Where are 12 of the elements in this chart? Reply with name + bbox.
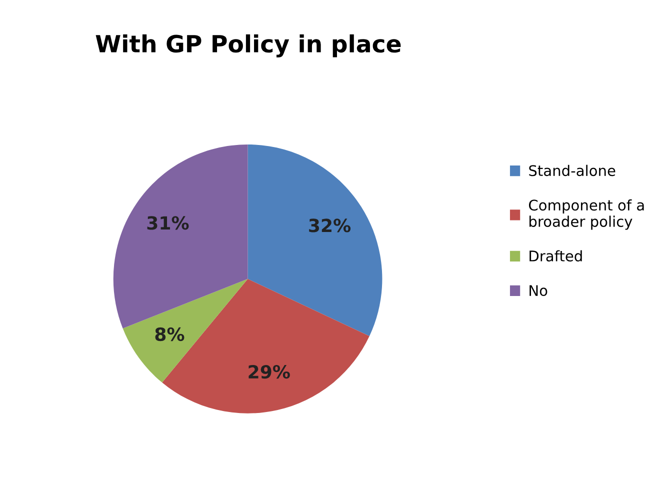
legend-label: Stand-alone: [529, 164, 616, 176]
data-label: 31%: [147, 216, 189, 230]
pie-slice: [113, 144, 248, 328]
pie-slice: [248, 144, 382, 336]
data-label: 32%: [309, 218, 351, 232]
legend-label: No: [530, 285, 548, 296]
data-label: 8%: [155, 327, 184, 342]
data-label: 29%: [248, 364, 290, 379]
pie-slice: [122, 278, 248, 383]
legend-label: Drafted: [530, 250, 582, 262]
chart-title: With GP Policy in place: [96, 34, 401, 58]
legend-label: Component of a broader policy: [528, 199, 644, 230]
